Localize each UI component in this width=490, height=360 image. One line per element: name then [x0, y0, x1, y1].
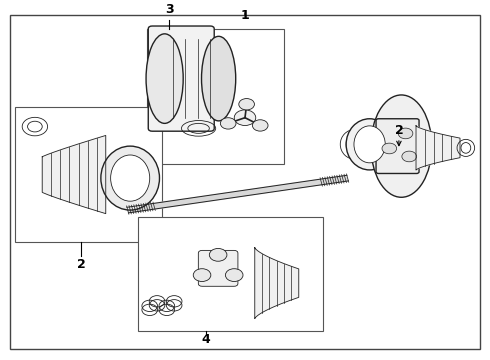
Polygon shape	[255, 248, 299, 319]
Ellipse shape	[209, 248, 227, 261]
Ellipse shape	[346, 119, 393, 170]
Ellipse shape	[193, 269, 211, 282]
Ellipse shape	[220, 118, 236, 129]
Ellipse shape	[201, 36, 236, 121]
Ellipse shape	[111, 155, 150, 201]
Ellipse shape	[146, 34, 183, 123]
Polygon shape	[416, 126, 460, 170]
Bar	[15, 107, 162, 242]
Ellipse shape	[225, 269, 243, 282]
Text: 2: 2	[77, 258, 86, 271]
Text: 2: 2	[394, 124, 403, 137]
Polygon shape	[42, 135, 106, 213]
Polygon shape	[127, 175, 348, 213]
Ellipse shape	[234, 110, 256, 126]
Ellipse shape	[402, 151, 416, 162]
Ellipse shape	[239, 99, 254, 110]
Ellipse shape	[398, 128, 413, 139]
Bar	[147, 29, 284, 164]
Ellipse shape	[382, 143, 397, 154]
Bar	[138, 217, 323, 331]
Ellipse shape	[101, 146, 159, 210]
Text: 1: 1	[241, 9, 249, 22]
Ellipse shape	[371, 95, 432, 197]
Ellipse shape	[354, 126, 385, 163]
Text: 4: 4	[201, 333, 210, 346]
Ellipse shape	[252, 120, 268, 131]
Text: 3: 3	[165, 4, 173, 17]
FancyBboxPatch shape	[376, 119, 419, 174]
FancyBboxPatch shape	[148, 26, 214, 131]
FancyBboxPatch shape	[198, 251, 238, 286]
